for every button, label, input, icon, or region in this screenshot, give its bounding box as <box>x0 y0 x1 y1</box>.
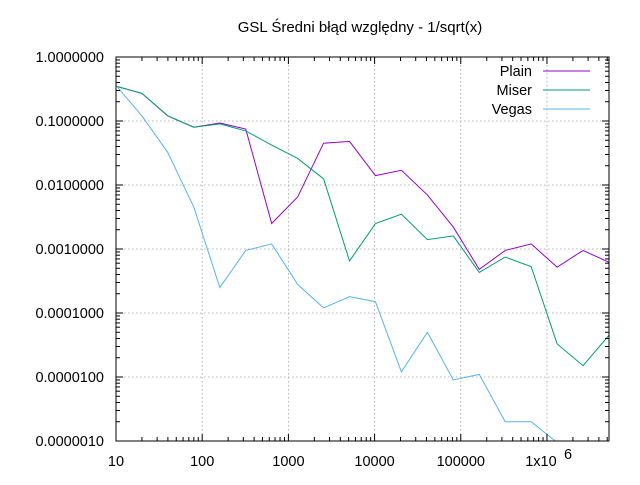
series-line-vegas <box>116 85 557 441</box>
x-tick-label: 1x10 <box>525 454 556 470</box>
y-tick-label: 0.1000000 <box>35 114 104 130</box>
axis-layer: 0.0000010 0.0000100 0.0001000 0.0010000 0.01… <box>35 50 610 470</box>
legend-label-vegas: Vegas <box>492 102 532 118</box>
y-tick-label: 0.0100000 <box>35 178 104 194</box>
chart-title: GSL Średni błąd względny - 1/sqrt(x) <box>238 18 483 36</box>
x-tick-label: 10 <box>108 454 124 470</box>
x-tick-label: 100 <box>190 454 214 470</box>
legend-label-miser: Miser <box>497 83 533 99</box>
y-tick-label: 0.0010000 <box>35 242 104 258</box>
legend-label-plain: Plain <box>500 64 532 80</box>
y-tick-label: 1.0000000 <box>35 50 104 66</box>
y-tick-label: 0.0000100 <box>35 370 104 386</box>
series-layer <box>116 85 609 441</box>
x-tick-label: 100000 <box>437 454 485 470</box>
x-tick-label: 1000 <box>272 454 304 470</box>
series-line-miser <box>116 85 609 367</box>
x-tick-label: 10000 <box>354 454 394 470</box>
legend: Plain Miser Vegas <box>492 64 590 118</box>
x-tick-label-exponent: 6 <box>564 447 572 463</box>
plot-frame <box>115 56 610 442</box>
grid-layer <box>116 57 609 441</box>
y-tick-label: 0.0000010 <box>35 434 104 450</box>
y-tick-label: 0.0001000 <box>35 306 104 322</box>
